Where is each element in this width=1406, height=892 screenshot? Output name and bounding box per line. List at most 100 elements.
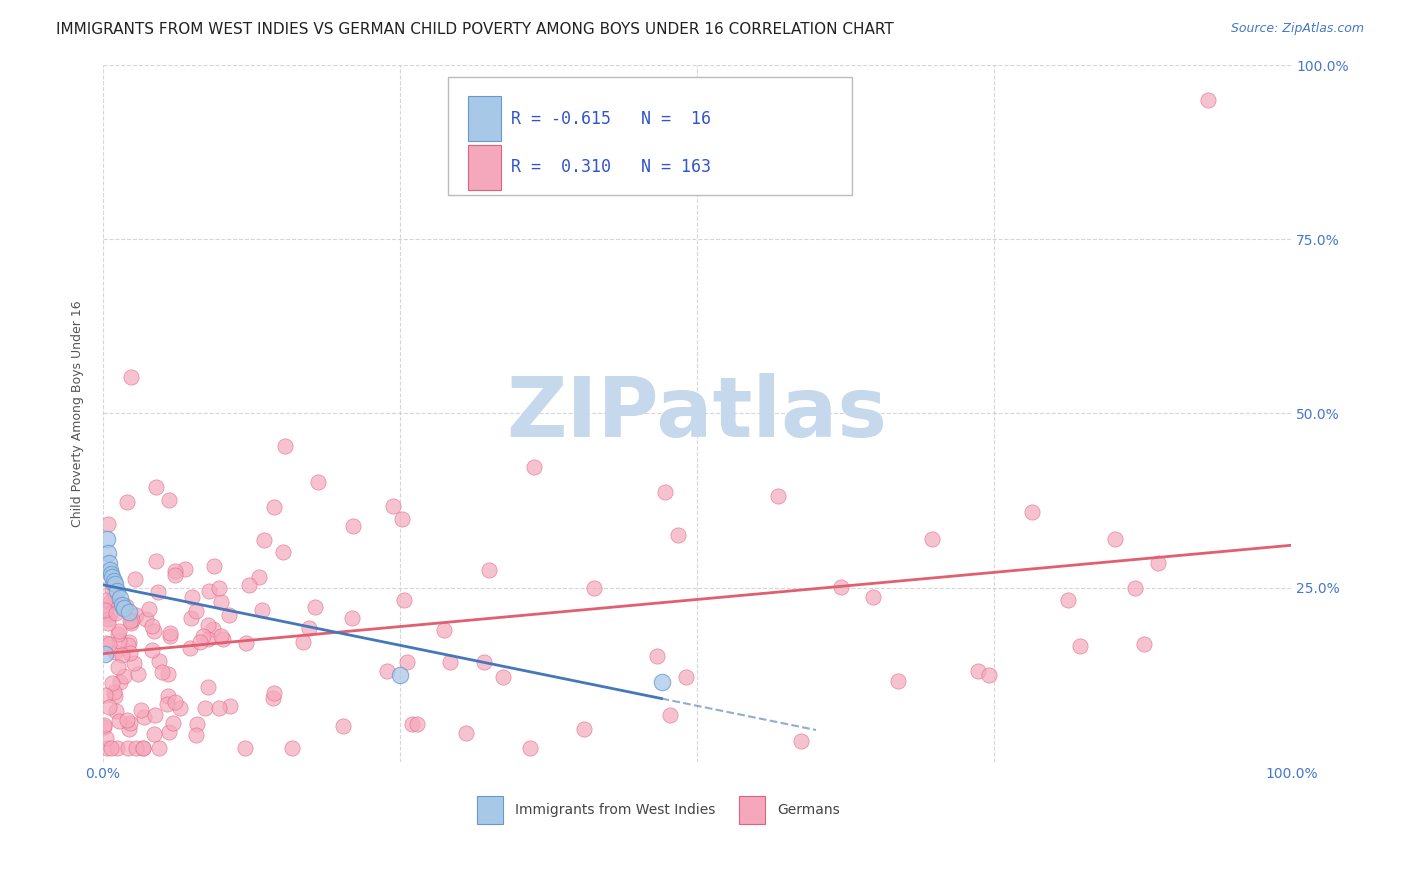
Point bbox=[120, 370, 142, 384]
Point bbox=[103, 685, 125, 699]
Text: ZIPatlas: ZIPatlas bbox=[506, 373, 887, 454]
Point bbox=[862, 591, 884, 605]
Point bbox=[96, 740, 118, 755]
Point bbox=[342, 518, 364, 533]
Point bbox=[375, 664, 398, 678]
Point bbox=[96, 731, 118, 745]
Point bbox=[97, 612, 120, 626]
Point bbox=[141, 619, 163, 633]
Point bbox=[186, 604, 208, 618]
Point bbox=[135, 611, 157, 625]
Point bbox=[101, 675, 124, 690]
Text: Immigrants from West Indies: Immigrants from West Indies bbox=[516, 804, 716, 817]
Point bbox=[156, 667, 179, 681]
Point bbox=[141, 643, 163, 657]
Point bbox=[118, 634, 141, 648]
Point bbox=[247, 570, 270, 584]
Point bbox=[235, 636, 257, 650]
Point bbox=[304, 600, 326, 615]
Point bbox=[666, 527, 689, 541]
Point bbox=[94, 647, 117, 661]
Point bbox=[273, 545, 295, 559]
Point bbox=[100, 575, 122, 590]
Point bbox=[209, 630, 232, 644]
Point bbox=[143, 708, 166, 723]
Point bbox=[143, 624, 166, 638]
Point bbox=[104, 606, 127, 620]
Point bbox=[198, 583, 221, 598]
Point bbox=[148, 654, 170, 668]
Point bbox=[107, 714, 129, 729]
Point bbox=[97, 516, 120, 531]
Point bbox=[207, 581, 229, 595]
Point bbox=[967, 664, 990, 678]
Point bbox=[117, 495, 139, 509]
Point bbox=[98, 595, 121, 609]
Point bbox=[118, 646, 141, 660]
Point bbox=[132, 740, 155, 755]
Point bbox=[201, 622, 224, 636]
Point bbox=[98, 563, 121, 577]
Point bbox=[101, 570, 124, 584]
Point bbox=[262, 690, 284, 705]
Point bbox=[165, 567, 187, 582]
Point bbox=[145, 480, 167, 494]
Point bbox=[97, 700, 120, 714]
Point bbox=[1021, 505, 1043, 519]
Point bbox=[103, 595, 125, 609]
Point bbox=[519, 740, 541, 755]
Point bbox=[94, 593, 117, 607]
Point bbox=[263, 500, 285, 515]
Point bbox=[675, 670, 697, 684]
Point bbox=[184, 729, 207, 743]
Point bbox=[94, 603, 117, 617]
Point bbox=[121, 613, 143, 627]
Point bbox=[659, 708, 682, 723]
Point bbox=[252, 533, 274, 548]
Point bbox=[114, 599, 136, 614]
Text: IMMIGRANTS FROM WEST INDIES VS GERMAN CHILD POVERTY AMONG BOYS UNDER 16 CORRELAT: IMMIGRANTS FROM WEST INDIES VS GERMAN CH… bbox=[56, 22, 894, 37]
Point bbox=[94, 688, 117, 702]
Point bbox=[105, 704, 128, 718]
Point bbox=[179, 641, 201, 656]
Point bbox=[977, 667, 1000, 681]
Point bbox=[1133, 637, 1156, 651]
Point bbox=[148, 585, 170, 599]
Point bbox=[142, 727, 165, 741]
Point bbox=[112, 669, 135, 683]
FancyBboxPatch shape bbox=[738, 797, 765, 824]
Point bbox=[181, 591, 204, 605]
Point bbox=[108, 591, 131, 605]
Point bbox=[1056, 593, 1078, 607]
Point bbox=[104, 577, 127, 591]
Point bbox=[194, 700, 217, 714]
Point bbox=[145, 553, 167, 567]
Point bbox=[433, 623, 456, 637]
Point bbox=[118, 614, 141, 628]
Point bbox=[582, 581, 605, 595]
Point bbox=[1197, 93, 1219, 107]
Point bbox=[523, 460, 546, 475]
Point bbox=[298, 621, 321, 635]
Text: R = -0.615   N =  16: R = -0.615 N = 16 bbox=[510, 110, 710, 128]
Point bbox=[107, 627, 129, 641]
Point bbox=[174, 562, 197, 576]
Point bbox=[105, 592, 128, 607]
Point bbox=[118, 722, 141, 736]
Point bbox=[381, 500, 404, 514]
Point bbox=[134, 709, 156, 723]
Point bbox=[263, 686, 285, 700]
Point bbox=[1104, 533, 1126, 547]
Point bbox=[98, 607, 121, 622]
Point bbox=[292, 635, 315, 649]
Point bbox=[186, 717, 208, 731]
Point bbox=[107, 660, 129, 674]
Point bbox=[921, 533, 943, 547]
Point bbox=[650, 674, 672, 689]
Point bbox=[233, 740, 256, 755]
FancyBboxPatch shape bbox=[447, 77, 852, 195]
Point bbox=[132, 740, 155, 755]
Point bbox=[238, 578, 260, 592]
Point bbox=[105, 584, 128, 599]
Point bbox=[439, 655, 461, 669]
